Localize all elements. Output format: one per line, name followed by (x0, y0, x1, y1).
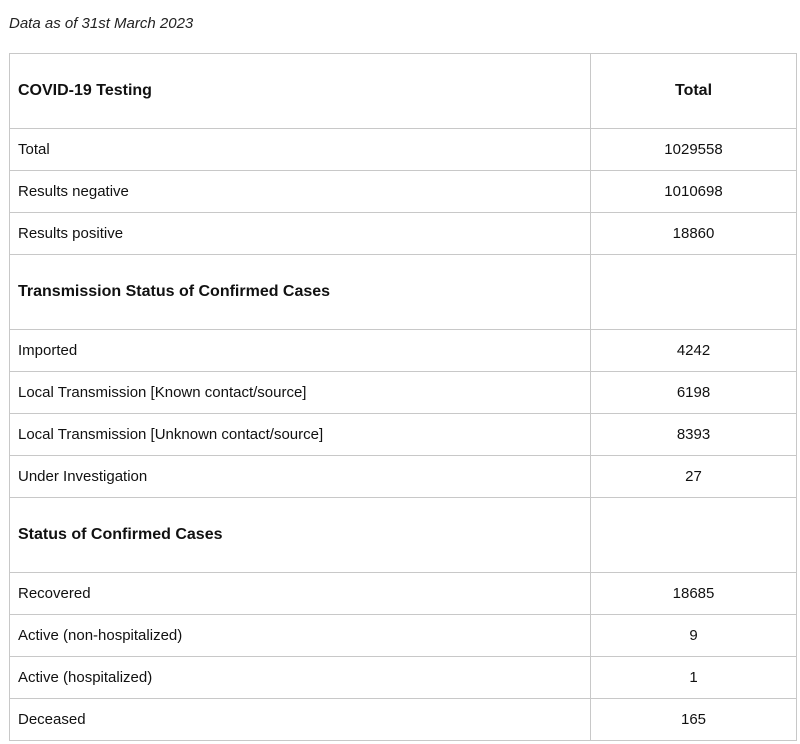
row-value: 27 (590, 455, 797, 498)
row-label: Total (9, 128, 591, 171)
row-value: 1029558 (590, 128, 797, 171)
row-value: 6198 (590, 371, 797, 414)
section-heading-row: Transmission Status of Confirmed Cases (9, 254, 797, 330)
row-label: Local Transmission [Known contact/source… (9, 371, 591, 414)
table-row: Under Investigation 27 (9, 455, 797, 498)
table-row: Imported 4242 (9, 329, 797, 372)
column-header-label: COVID-19 Testing (9, 53, 591, 129)
data-as-of-note: Data as of 31st March 2023 (9, 15, 194, 32)
table-header-row: COVID-19 Testing Total (9, 53, 797, 129)
section-heading-row: Status of Confirmed Cases (9, 497, 797, 573)
table-row: Active (hospitalized) 1 (9, 656, 797, 699)
row-label: Local Transmission [Unknown contact/sour… (9, 413, 591, 456)
row-value: 1010698 (590, 170, 797, 213)
table-row: Local Transmission [Unknown contact/sour… (9, 413, 797, 456)
row-label: Deceased (9, 698, 591, 741)
row-label: Active (non-hospitalized) (9, 614, 591, 657)
row-label: Recovered (9, 572, 591, 615)
row-label: Active (hospitalized) (9, 656, 591, 699)
table-row: Active (non-hospitalized) 9 (9, 614, 797, 657)
row-value: 18860 (590, 212, 797, 255)
row-value: 1 (590, 656, 797, 699)
section-heading-transmission: Transmission Status of Confirmed Cases (9, 254, 591, 330)
row-value: 9 (590, 614, 797, 657)
table-row: Local Transmission [Known contact/source… (9, 371, 797, 414)
section-heading-empty-cell (590, 497, 797, 573)
table-row: Total 1029558 (9, 128, 797, 171)
row-value: 8393 (590, 413, 797, 456)
covid-statistics-table: COVID-19 Testing Total Total 1029558 Res… (9, 53, 797, 741)
table-row: Recovered 18685 (9, 572, 797, 615)
section-heading-empty-cell (590, 254, 797, 330)
table-row: Results positive 18860 (9, 212, 797, 255)
table-row: Results negative 1010698 (9, 170, 797, 213)
row-label: Imported (9, 329, 591, 372)
row-label: Results negative (9, 170, 591, 213)
section-heading-status: Status of Confirmed Cases (9, 497, 591, 573)
row-value: 165 (590, 698, 797, 741)
row-label: Results positive (9, 212, 591, 255)
row-value: 4242 (590, 329, 797, 372)
column-header-total: Total (590, 53, 797, 129)
row-value: 18685 (590, 572, 797, 615)
row-label: Under Investigation (9, 455, 591, 498)
table-row: Deceased 165 (9, 698, 797, 741)
